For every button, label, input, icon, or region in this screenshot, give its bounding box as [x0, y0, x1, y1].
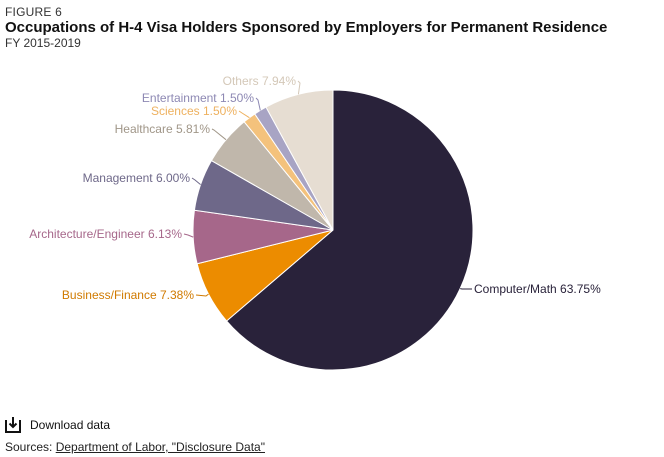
leader-line: [183, 233, 194, 238]
leader-line: [238, 110, 250, 119]
sources-line: Sources: Department of Labor, "Disclosur…: [5, 440, 265, 454]
pie-slice-computer-math: [225, 89, 474, 371]
slice-label: Management 6.00%: [83, 171, 191, 185]
download-data-button[interactable]: Download data: [4, 416, 110, 434]
sources-link[interactable]: Department of Labor, "Disclosure Data": [55, 440, 265, 454]
slice-label: Computer/Math 63.75%: [474, 282, 601, 296]
slice-label: Others 7.94%: [223, 74, 297, 88]
leader-line: [297, 80, 301, 95]
slice-label: Business/Finance 7.38%: [62, 288, 194, 302]
download-icon: [5, 417, 21, 433]
sources-prefix: Sources:: [5, 440, 53, 454]
slice-label: Architecture/Engineer 6.13%: [29, 227, 182, 241]
figure-label: FIGURE 6: [5, 5, 62, 19]
leader-line: [195, 293, 209, 297]
chart-title: Occupations of H-4 Visa Holders Sponsore…: [5, 19, 608, 36]
leader-line: [255, 97, 261, 111]
slice-label: Entertainment 1.50%: [142, 91, 254, 105]
slice-label: Sciences 1.50%: [151, 104, 237, 118]
leader-line: [211, 128, 227, 141]
download-data-label: Download data: [30, 418, 111, 432]
chart-subtitle: FY 2015-2019: [5, 36, 81, 50]
slice-label: Healthcare 5.81%: [115, 122, 211, 136]
leader-line: [191, 177, 201, 185]
pie-slice-others: [265, 89, 334, 231]
